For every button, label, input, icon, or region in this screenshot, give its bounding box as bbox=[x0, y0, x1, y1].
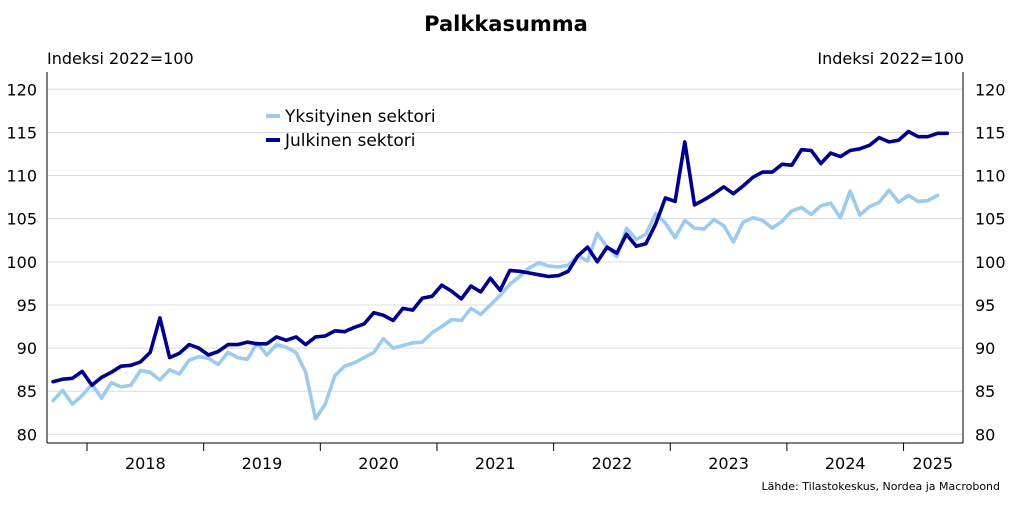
y-tick-label-left: 105 bbox=[6, 210, 37, 229]
y-tick-label-left: 115 bbox=[6, 123, 37, 142]
left-axis-unit-label: Indeksi 2022=100 bbox=[47, 49, 194, 68]
y-tick-label-left: 90 bbox=[17, 339, 37, 358]
y-tick-label-left: 110 bbox=[6, 167, 37, 186]
y-tick-label-right: 100 bbox=[975, 253, 1006, 272]
y-tick-label-right: 95 bbox=[975, 296, 995, 315]
y-tick-label-right: 85 bbox=[975, 382, 995, 401]
x-tick-label: 2018 bbox=[125, 454, 166, 473]
chart-title: Palkkasumma bbox=[424, 12, 588, 36]
legend-label: Yksityinen sektori bbox=[284, 107, 436, 127]
y-tick-label-right: 105 bbox=[975, 210, 1006, 229]
x-tick-label: 2021 bbox=[475, 454, 516, 473]
y-tick-label-left: 100 bbox=[6, 253, 37, 272]
x-tick-label: 2020 bbox=[358, 454, 399, 473]
legend: Yksityinen sektori Julkinen sektori bbox=[266, 107, 436, 151]
series-line-yksityinen-sektori bbox=[51, 188, 940, 421]
legend-label: Julkinen sektori bbox=[284, 131, 415, 151]
y-tick-label-right: 90 bbox=[975, 339, 995, 358]
source-note: Lähde: Tilastokeskus, Nordea ja Macrobon… bbox=[761, 480, 1000, 493]
y-tick-label-right: 80 bbox=[975, 425, 995, 444]
x-tick-label: 2019 bbox=[242, 454, 283, 473]
axes bbox=[46, 72, 964, 444]
right-axis-unit-label: Indeksi 2022=100 bbox=[817, 49, 964, 68]
x-axis-ticks: 2018 2019 2020 2021 2022 2023 2024 2025 bbox=[86, 443, 953, 473]
x-tick-label: 2022 bbox=[592, 454, 633, 473]
series-lines bbox=[51, 129, 950, 421]
y-tick-label-right: 120 bbox=[975, 80, 1006, 99]
gridlines bbox=[47, 88, 963, 435]
y-tick-label-left: 95 bbox=[17, 296, 37, 315]
y-tick-label-right: 115 bbox=[975, 123, 1006, 142]
y-tick-label-right: 110 bbox=[975, 167, 1006, 186]
y-tick-label-left: 85 bbox=[17, 382, 37, 401]
x-tick-label: 2024 bbox=[825, 454, 866, 473]
x-tick-label: 2025 bbox=[912, 454, 953, 473]
right-y-axis-ticks: 80 85 90 95 100 105 110 115 120 bbox=[975, 80, 1006, 444]
x-tick-label: 2023 bbox=[708, 454, 749, 473]
y-tick-label-left: 80 bbox=[17, 425, 37, 444]
left-y-axis-ticks: 80 85 90 95 100 105 110 115 120 bbox=[6, 80, 37, 444]
y-tick-label-left: 120 bbox=[6, 80, 37, 99]
series-line-julkinen-sektori bbox=[51, 129, 950, 388]
